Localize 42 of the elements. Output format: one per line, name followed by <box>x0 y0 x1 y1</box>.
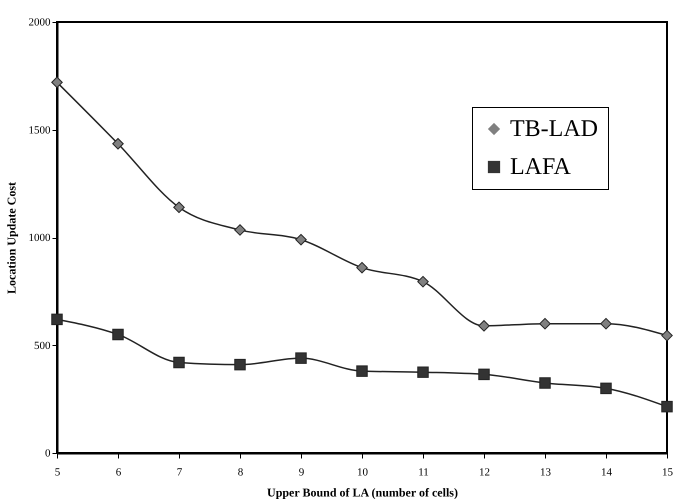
x-tick-label: 6 <box>116 466 122 478</box>
point <box>356 262 368 274</box>
x-axis-title: Upper Bound of LA (number of cells) <box>267 486 458 500</box>
point <box>417 366 429 378</box>
point <box>234 224 246 236</box>
x-tick-label: 9 <box>298 466 305 478</box>
point <box>51 314 63 326</box>
point <box>539 377 551 389</box>
point <box>173 202 185 214</box>
point <box>356 365 368 377</box>
x-tick-label: 12 <box>479 466 490 478</box>
point <box>112 328 124 340</box>
point <box>600 318 612 330</box>
y-tick-label: 500 <box>34 340 51 352</box>
y-tick-label: 1500 <box>28 124 51 136</box>
x-tick-label: 13 <box>540 466 552 478</box>
x-tick-label: 7 <box>176 466 183 478</box>
point <box>417 276 429 288</box>
x-tick-label: 15 <box>662 466 674 478</box>
point <box>51 76 63 88</box>
x-tick-label: 5 <box>54 466 61 478</box>
y-tick-label: 1000 <box>28 232 51 244</box>
y-axis-title: Location Update Cost <box>4 182 18 294</box>
y-tick-label: 0 <box>45 448 51 460</box>
point <box>478 368 490 380</box>
legend-label: LAFA <box>510 154 572 180</box>
point <box>295 234 307 246</box>
x-tick-label: 8 <box>238 466 244 478</box>
point <box>478 320 490 332</box>
point <box>600 382 612 394</box>
point <box>661 330 673 342</box>
point <box>539 318 551 330</box>
point <box>234 358 246 370</box>
point <box>661 400 673 412</box>
x-tick-label: 10 <box>357 466 368 478</box>
point <box>112 138 124 150</box>
x-tick-label: 11 <box>418 466 429 478</box>
y-tick-label: 2000 <box>28 16 51 28</box>
point <box>173 356 185 368</box>
x-tick-label: 14 <box>601 466 612 478</box>
point <box>295 352 307 364</box>
legend-label: TB-LAD <box>510 116 598 142</box>
